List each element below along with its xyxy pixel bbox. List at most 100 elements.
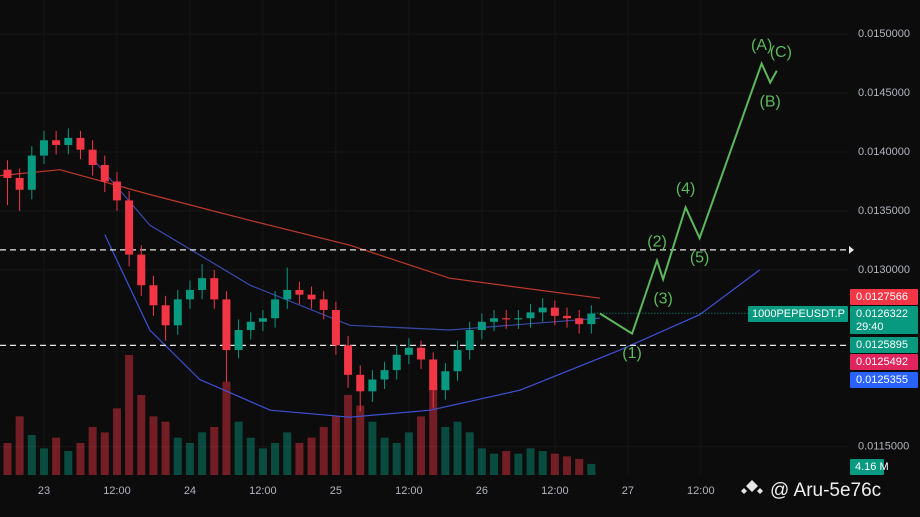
candle-body: [575, 318, 584, 325]
candle-body: [307, 294, 316, 300]
candle-body: [441, 371, 450, 391]
candle-body: [319, 299, 328, 310]
volume-bar: [283, 432, 292, 475]
volume-bar: [417, 416, 426, 475]
volume-bar: [3, 443, 12, 475]
volume-bar: [490, 453, 499, 475]
volume-bar: [125, 355, 134, 475]
price-badge-label: 0.0127566: [856, 291, 908, 303]
candle-body: [429, 359, 438, 391]
candle-body: [271, 299, 280, 319]
candle-body: [246, 321, 255, 331]
candle-body: [538, 307, 547, 313]
volume-bar: [173, 437, 182, 475]
x-tick-label: 23: [38, 485, 50, 497]
volume-bar: [39, 448, 48, 475]
volume-bar: [76, 443, 85, 475]
candle-body: [15, 177, 24, 190]
price-badge-label: 0.0126322: [856, 308, 908, 320]
watermark-logo: [741, 480, 763, 494]
candle-body: [404, 347, 413, 355]
candle-body: [295, 289, 304, 295]
symbol-label: 1000PEPEUSDT.P: [752, 308, 845, 320]
volume-bar: [477, 448, 486, 475]
wave-label: (C): [770, 44, 792, 61]
moving-average: [89, 155, 600, 331]
volume-bar: [429, 384, 438, 475]
volume-badge-label: 4.16 M: [855, 461, 889, 473]
volume-bar: [392, 443, 401, 475]
price-badge: [850, 306, 918, 334]
candle-body: [173, 299, 182, 326]
volume-bar: [137, 395, 146, 475]
y-tick-label: 0.0145000: [858, 87, 910, 99]
candle-body: [392, 354, 401, 371]
candle-body: [76, 137, 85, 150]
wave-label: (4): [676, 181, 696, 198]
y-tick-label: 0.0140000: [858, 146, 910, 158]
volume-badge: [850, 459, 884, 475]
wave-label: (1): [622, 345, 642, 362]
moving-average: [104, 234, 761, 418]
wave-label: (2): [647, 234, 667, 251]
price-badge: [850, 289, 918, 305]
volume-bar: [331, 416, 340, 475]
candle-body: [477, 321, 486, 331]
volume-bar: [526, 448, 535, 475]
candle-body: [100, 165, 109, 182]
volume-bar: [575, 459, 584, 475]
candle-body: [52, 140, 61, 145]
x-tick-label: 12:00: [687, 485, 715, 497]
x-tick-label: 12:00: [395, 485, 423, 497]
volume-bar: [514, 453, 523, 475]
y-tick-label: 0.0115000: [858, 441, 909, 453]
price-badge: [850, 354, 918, 370]
candle-body: [88, 149, 97, 166]
volume-bar: [307, 437, 316, 475]
volume-bar: [538, 451, 547, 475]
volume-bar: [185, 443, 194, 475]
wave-path: [599, 60, 778, 336]
volume-bar: [64, 451, 73, 475]
candle-body: [417, 347, 426, 360]
candle-body: [283, 289, 292, 300]
x-tick-label: 27: [622, 485, 634, 497]
alert-arrow: [849, 245, 854, 254]
candle-body: [453, 350, 462, 372]
volume-bar: [198, 432, 207, 475]
candle-body: [526, 312, 535, 319]
volume-bar: [587, 463, 596, 475]
volume-bar: [404, 432, 413, 475]
volume-bar: [234, 421, 243, 475]
volume-bar: [112, 408, 121, 475]
candle-body: [368, 379, 377, 392]
x-tick-label: 26: [476, 485, 488, 497]
candle-body: [490, 318, 499, 322]
price-badge-label: 0.0125355: [856, 374, 908, 386]
volume-bar: [271, 443, 280, 475]
symbol-badge: [748, 306, 848, 322]
candle-body: [502, 318, 511, 320]
volume-bar: [15, 416, 24, 475]
wave-label: (3): [653, 291, 673, 308]
price-badge: [850, 372, 918, 388]
volume-bar: [149, 416, 158, 475]
volume-bar: [502, 451, 511, 475]
candle-body: [64, 137, 73, 145]
price-badge-label: 0.0125895: [856, 339, 908, 351]
volume-bar: [210, 427, 219, 475]
volume-bar: [319, 427, 328, 475]
candle-body: [210, 278, 219, 300]
wave-label: (A): [751, 37, 772, 54]
volume-bar: [453, 421, 462, 475]
volume-bar: [368, 421, 377, 475]
candle-body: [258, 318, 267, 322]
y-tick-label: 0.0130000: [858, 264, 910, 276]
candle-body: [149, 285, 158, 306]
candle-body: [3, 169, 12, 178]
volume-bar: [441, 427, 450, 475]
volume-bar: [295, 443, 304, 475]
volume-bar: [161, 421, 170, 475]
